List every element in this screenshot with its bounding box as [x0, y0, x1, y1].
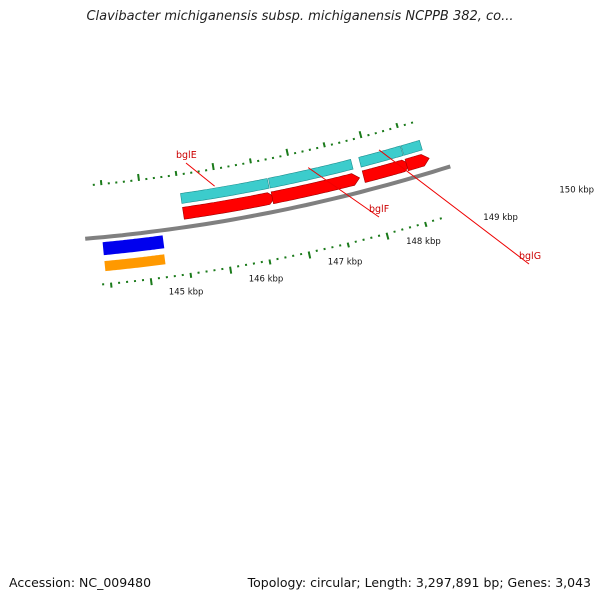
tick-mark [308, 148, 312, 152]
scale-label: 148 kbp [406, 237, 441, 247]
tick-mark [370, 236, 373, 239]
tick-mark [424, 221, 428, 228]
tick-mark [377, 234, 381, 237]
gene-label-line [185, 162, 215, 187]
scale-label: 147 kbp [328, 258, 363, 268]
tick-mark [408, 226, 412, 229]
gene-segment [404, 154, 430, 172]
tick-mark [367, 133, 370, 137]
gene-label-bglG: bglG [519, 251, 541, 262]
gene-blue [102, 235, 165, 256]
tick-mark [285, 148, 289, 156]
accession-text: Accession: NC_009480 [9, 575, 152, 590]
tick-mark [323, 247, 326, 251]
tick-mark [229, 266, 233, 274]
scale-label: 149 kbp [483, 213, 518, 223]
tick-mark [374, 131, 377, 135]
tick-mark [211, 162, 215, 171]
gene-label-line [307, 167, 380, 218]
tick-mark [352, 137, 356, 141]
tick-mark [189, 272, 193, 278]
tick-mark [381, 129, 385, 133]
backbone-line [85, 164, 451, 241]
genome-summary-text: Topology: circular; Length: 3,297,891 bp… [247, 575, 591, 590]
tick-mark [385, 232, 390, 240]
tick-mark [410, 121, 414, 124]
tick-mark [416, 223, 419, 227]
tick-mark [137, 173, 140, 182]
tick-mark [149, 278, 153, 286]
gene-segment [270, 173, 361, 205]
tick-mark [174, 170, 178, 177]
tick-mark [315, 249, 318, 252]
outer-tick-ring [92, 121, 414, 186]
cds-segment [268, 159, 354, 189]
cds-segment [358, 145, 404, 168]
gene-label-bglE: bglE [176, 150, 197, 161]
scale-label: 150 kbp [559, 186, 594, 196]
tick-mark [401, 228, 404, 231]
tick-mark [249, 158, 252, 164]
tick-mark [307, 251, 312, 259]
tick-mark [354, 240, 357, 243]
tick-mark [393, 230, 396, 233]
tick-mark [268, 259, 272, 265]
map-title: Clavibacter michiganensis subsp. michiga… [86, 9, 514, 24]
gene-segment [182, 192, 276, 220]
tick-mark [403, 123, 407, 127]
tick-mark [389, 127, 392, 131]
tick-mark [99, 180, 103, 186]
tick-mark [110, 282, 113, 288]
tick-mark [345, 139, 348, 143]
gene-label-bglF: bglF [369, 204, 389, 215]
gene-label-line [378, 149, 530, 265]
scale-label: 146 kbp [249, 274, 284, 284]
cds-segment [400, 139, 423, 156]
tick-mark [322, 142, 326, 148]
tick-mark [358, 131, 363, 139]
tick-mark [362, 238, 365, 241]
tick-mark [338, 141, 341, 144]
tick-mark [431, 219, 435, 223]
cds-segment [180, 178, 270, 204]
inner-tick-ring [102, 217, 443, 288]
tick-mark [346, 242, 350, 248]
scale-label: 145 kbp [169, 288, 204, 298]
tick-mark [395, 122, 399, 129]
gene-orange [104, 254, 166, 272]
tick-mark [439, 217, 443, 220]
